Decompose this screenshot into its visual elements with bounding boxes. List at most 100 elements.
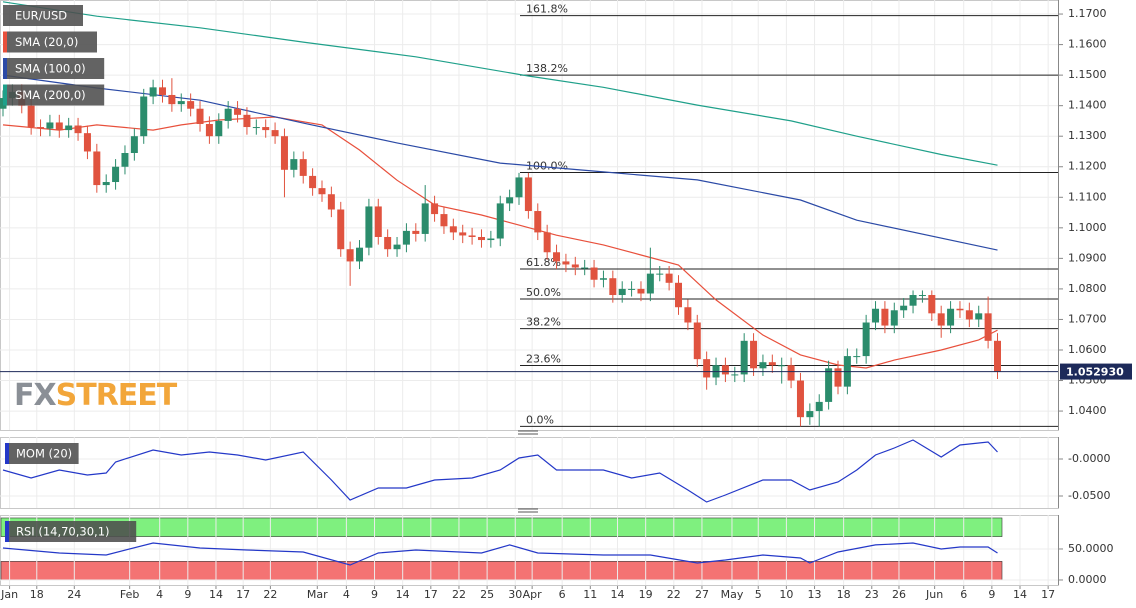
y-tick-label: 50.0000	[1068, 542, 1114, 555]
candle-body	[590, 267, 598, 280]
legend-item[interactable]: SMA (200,0)	[3, 84, 105, 106]
legend-box	[3, 5, 83, 26]
candle-body	[965, 310, 973, 320]
candle-body	[224, 108, 232, 121]
y-tick-label: 1.1500	[1068, 68, 1107, 81]
legend-item[interactable]: EUR/USD	[3, 5, 83, 26]
candle-body	[806, 411, 814, 418]
candle-body	[693, 322, 701, 360]
candle-body	[834, 368, 842, 387]
pane-handle[interactable]	[518, 430, 538, 435]
candle-body	[280, 136, 288, 170]
y-tick-label: 1.1200	[1068, 160, 1107, 173]
candle-body	[909, 295, 917, 306]
candle-body	[543, 232, 551, 253]
candle-body	[721, 365, 729, 375]
candle-body	[158, 87, 166, 95]
x-tick-label: 22	[263, 588, 277, 601]
y-tick-label: 0.0000	[1068, 573, 1107, 586]
candle-body	[121, 153, 129, 167]
x-tick-label: 10	[779, 588, 793, 601]
candle-body	[346, 249, 354, 262]
x-tick-label: 27	[695, 588, 709, 601]
x-tick-label: 19	[639, 588, 653, 601]
candle-body	[815, 401, 823, 412]
candle-body	[477, 236, 485, 241]
candle-body	[534, 211, 542, 233]
legend-swatch	[3, 58, 7, 79]
candle-body	[928, 295, 936, 314]
candle-body	[83, 133, 91, 152]
legend-item[interactable]: SMA (20,0)	[3, 31, 97, 53]
y-tick-label: 1.0700	[1068, 312, 1107, 325]
pane-handle[interactable]	[518, 508, 538, 513]
candle-body	[459, 232, 467, 236]
candle-body	[618, 288, 626, 296]
candle-body	[271, 130, 279, 137]
candle-body	[787, 365, 795, 381]
candle-body	[496, 203, 504, 239]
watermark-street: STREET	[56, 378, 178, 413]
candle-body	[853, 356, 861, 358]
line	[2, 1, 998, 166]
candle-body	[947, 308, 955, 326]
candle-body	[665, 273, 673, 283]
legend-item[interactable]: SMA (100,0)	[3, 58, 105, 79]
x-tick-label: 22	[667, 588, 681, 601]
x-tick-label: 17	[1041, 588, 1055, 601]
candle-body	[571, 264, 579, 268]
last-price-box	[1060, 363, 1132, 380]
candle-body	[412, 230, 420, 234]
candle-body	[402, 230, 410, 245]
candle-body	[778, 365, 786, 367]
candle-body	[327, 194, 335, 210]
legend-swatch	[3, 84, 7, 106]
x-tick-label: Feb	[120, 588, 139, 601]
candle-body	[581, 267, 589, 269]
x-tick-label: 11	[583, 588, 597, 601]
x-tick-label: 24	[67, 588, 81, 601]
candle-body	[374, 206, 382, 237]
candle-body	[628, 288, 636, 290]
candle-body	[309, 175, 317, 189]
legend-swatch	[5, 521, 9, 542]
candle-body	[890, 310, 898, 326]
y-tick-label: 1.0600	[1068, 343, 1107, 356]
fib-label: 161.8%	[526, 3, 568, 16]
candle-body	[524, 177, 532, 212]
legend-label: SMA (100,0)	[15, 62, 86, 76]
candle-body	[318, 188, 326, 195]
fib-label: 38.2%	[526, 316, 561, 329]
x-tick-label: 18	[837, 588, 851, 601]
candle-body	[646, 273, 654, 294]
watermark: FXSTREET	[14, 378, 178, 413]
candle-body	[862, 322, 870, 357]
candle-body	[252, 127, 260, 129]
candle-body	[900, 305, 908, 311]
candle-body	[937, 313, 945, 326]
x-tick-label: 17	[424, 588, 438, 601]
candle-body	[337, 209, 345, 250]
candle-body	[984, 313, 992, 341]
pane-title: MOM (20)	[16, 447, 72, 461]
line	[2, 74, 998, 251]
candle-body	[506, 197, 514, 204]
x-tick-label: May	[721, 588, 744, 601]
candle-body	[421, 203, 429, 234]
x-tick-label: 6	[960, 588, 967, 601]
candle-body	[27, 105, 35, 128]
x-tick-label: 22	[452, 588, 466, 601]
x-tick-label: 18	[30, 588, 44, 601]
legend-swatch	[3, 31, 7, 53]
candle-body	[768, 362, 776, 366]
candle-body	[431, 203, 439, 215]
line	[2, 439, 998, 503]
candle-body	[796, 380, 804, 418]
x-tick-label: 26	[892, 588, 906, 601]
x-tick-label: 4	[343, 588, 350, 601]
watermark-fx: FX	[14, 378, 56, 413]
candle-body	[365, 206, 373, 248]
y-tick-label: -0.0500	[1068, 489, 1110, 502]
candle-body	[130, 136, 138, 154]
x-tick-label: Jun	[925, 588, 943, 601]
